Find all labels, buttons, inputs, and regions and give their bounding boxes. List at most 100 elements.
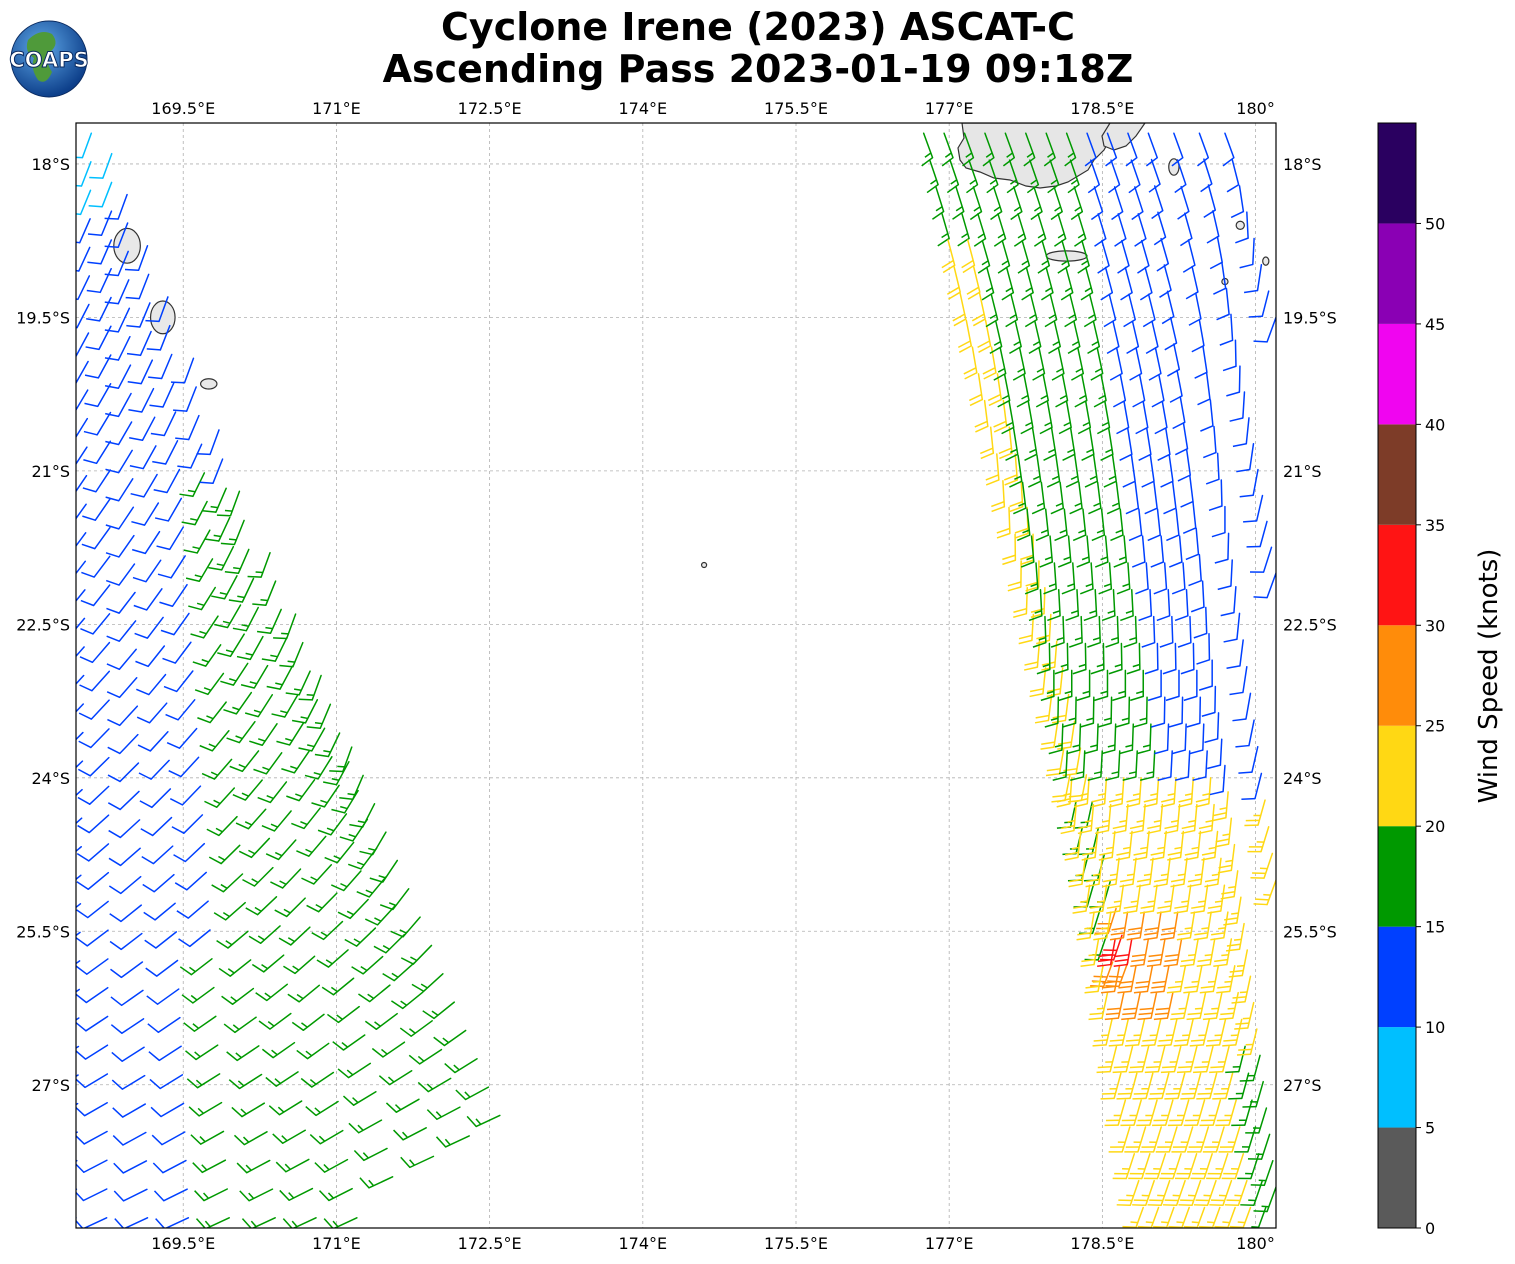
wind-barb — [1199, 965, 1220, 994]
wind-barb — [144, 931, 178, 949]
wind-barb — [1043, 427, 1057, 462]
wind-barb — [76, 958, 109, 975]
wind-barb — [1150, 965, 1170, 994]
wind-barb — [961, 239, 976, 274]
wind-barb — [1108, 1126, 1131, 1153]
wind-barb — [408, 1048, 443, 1065]
wind-barb — [1190, 1153, 1213, 1180]
wind-barb — [1013, 481, 1027, 515]
wind-barb — [1160, 1045, 1182, 1074]
wind-barb — [1141, 454, 1155, 488]
wind-barb — [162, 641, 192, 664]
wind-barb — [1148, 158, 1161, 193]
wind-barb — [130, 473, 158, 498]
wind-barb — [1202, 425, 1217, 459]
wind-barb — [1026, 159, 1040, 194]
lon-tick-label-bottom: 177°E — [925, 1234, 974, 1253]
wind-barb — [1106, 884, 1125, 914]
wind-barb — [232, 606, 259, 632]
wind-barb — [252, 580, 277, 606]
wind-barb — [1073, 777, 1090, 808]
lon-tick-label-top: 169.5°E — [151, 99, 215, 118]
lat-tick-label-right: 19.5°S — [1283, 308, 1337, 327]
wind-barb — [1205, 1018, 1227, 1047]
wind-barb — [108, 819, 141, 839]
wind-barb — [1116, 562, 1131, 595]
wind-barb — [76, 189, 92, 216]
wind-barb — [417, 1077, 452, 1093]
wind-barb — [1201, 685, 1217, 717]
lon-tick-label-bottom: 178.5°E — [1070, 1234, 1134, 1253]
wind-barb — [1166, 965, 1187, 994]
wind-barb — [1226, 365, 1241, 397]
wind-barb — [300, 1071, 335, 1088]
wind-barb — [204, 787, 236, 808]
wind-barb — [1226, 158, 1240, 193]
wind-barb — [129, 445, 157, 470]
wind-barb — [82, 498, 111, 521]
wind-barb — [1174, 589, 1189, 622]
wind-barb — [105, 392, 132, 418]
wind-barb — [1209, 764, 1226, 796]
wind-barb — [1032, 347, 1046, 381]
wind-barb — [1248, 290, 1270, 318]
wind-barb — [276, 722, 305, 746]
wind-barb — [1170, 857, 1188, 888]
wind-barb — [411, 973, 444, 993]
wind-barb — [106, 677, 138, 699]
wind-barb — [1066, 723, 1082, 755]
wind-barb — [76, 731, 84, 741]
wind-barb — [1164, 1072, 1186, 1100]
wind-barb — [1183, 669, 1198, 702]
wind-barb — [1184, 830, 1202, 861]
wind-barb — [1212, 1072, 1234, 1100]
wind-barb — [1250, 1159, 1274, 1187]
wind-barb — [107, 705, 139, 727]
wind-barb — [1146, 803, 1164, 835]
wind-barb — [1036, 642, 1051, 675]
wind-barb — [1092, 1018, 1113, 1047]
wind-barb — [1089, 884, 1108, 914]
wind-barb — [990, 186, 1003, 221]
wind-barb — [194, 1188, 229, 1202]
wind-barb — [1076, 669, 1091, 702]
wind-barb — [298, 674, 322, 701]
wind-barb — [1151, 185, 1164, 220]
island-fiji-small-3 — [1262, 256, 1270, 266]
wind-barb — [1167, 1099, 1190, 1127]
wind-barb — [270, 868, 302, 889]
wind-barb — [129, 416, 156, 442]
wind-barb — [286, 778, 316, 802]
wind-barb — [1133, 965, 1154, 994]
wind-barb — [1097, 401, 1111, 435]
wind-barb — [1192, 750, 1208, 781]
wind-barb — [165, 699, 196, 721]
colorbar-bin — [1378, 625, 1416, 726]
wind-barb — [223, 691, 253, 715]
wind-barb — [1123, 293, 1136, 328]
wind-barb — [256, 608, 282, 634]
wind-barb — [321, 977, 355, 996]
wind-barb — [1133, 696, 1148, 728]
wind-barb — [76, 1188, 108, 1202]
wind-barb — [183, 529, 211, 554]
wind-barb — [1124, 1018, 1146, 1047]
wind-barb — [968, 373, 984, 407]
wind-barb — [1016, 374, 1030, 408]
wind-barb — [1103, 454, 1117, 488]
wind-barb — [962, 132, 975, 167]
wind-barb — [1100, 965, 1121, 994]
colorbar: 0 5 10 15 20 25 30 35 40 45 50 — [1377, 122, 1445, 1238]
wind-barb — [1132, 1072, 1154, 1100]
wind-barb — [1207, 738, 1223, 770]
wind-barb — [1120, 266, 1133, 301]
wind-barb — [326, 1005, 360, 1024]
wind-barb — [135, 645, 166, 668]
wind-barb — [371, 1041, 406, 1058]
wind-barb — [275, 1158, 310, 1173]
wind-barb — [179, 958, 213, 976]
wind-barb — [1054, 508, 1068, 542]
wind-barb — [1032, 615, 1047, 648]
wind-barb — [298, 727, 326, 752]
wind-barb — [1093, 374, 1107, 408]
